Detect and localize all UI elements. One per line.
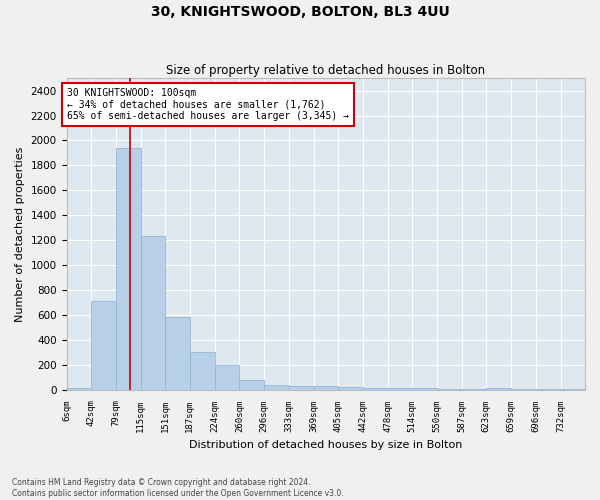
Bar <box>67 388 91 390</box>
Bar <box>338 386 363 390</box>
Bar <box>437 389 462 390</box>
Text: 30, KNIGHTSWOOD, BOLTON, BL3 4UU: 30, KNIGHTSWOOD, BOLTON, BL3 4UU <box>151 5 449 19</box>
Bar <box>264 384 289 390</box>
X-axis label: Distribution of detached houses by size in Bolton: Distribution of detached houses by size … <box>189 440 463 450</box>
Bar <box>560 389 585 390</box>
Bar <box>363 388 388 390</box>
Bar <box>462 389 487 390</box>
Bar <box>412 388 437 390</box>
Bar <box>116 148 140 390</box>
Bar <box>487 388 511 390</box>
Bar <box>91 301 116 390</box>
Text: Contains HM Land Registry data © Crown copyright and database right 2024.
Contai: Contains HM Land Registry data © Crown c… <box>12 478 344 498</box>
Bar <box>388 388 412 390</box>
Bar <box>511 389 536 390</box>
Bar <box>239 380 264 390</box>
Bar <box>314 386 338 390</box>
Y-axis label: Number of detached properties: Number of detached properties <box>15 146 25 322</box>
Bar <box>140 236 165 390</box>
Bar <box>165 318 190 390</box>
Title: Size of property relative to detached houses in Bolton: Size of property relative to detached ho… <box>166 64 485 77</box>
Text: 30 KNIGHTSWOOD: 100sqm
← 34% of detached houses are smaller (1,762)
65% of semi-: 30 KNIGHTSWOOD: 100sqm ← 34% of detached… <box>67 88 349 122</box>
Bar <box>190 352 215 390</box>
Bar <box>536 389 560 390</box>
Bar <box>289 386 314 390</box>
Bar <box>215 365 239 390</box>
